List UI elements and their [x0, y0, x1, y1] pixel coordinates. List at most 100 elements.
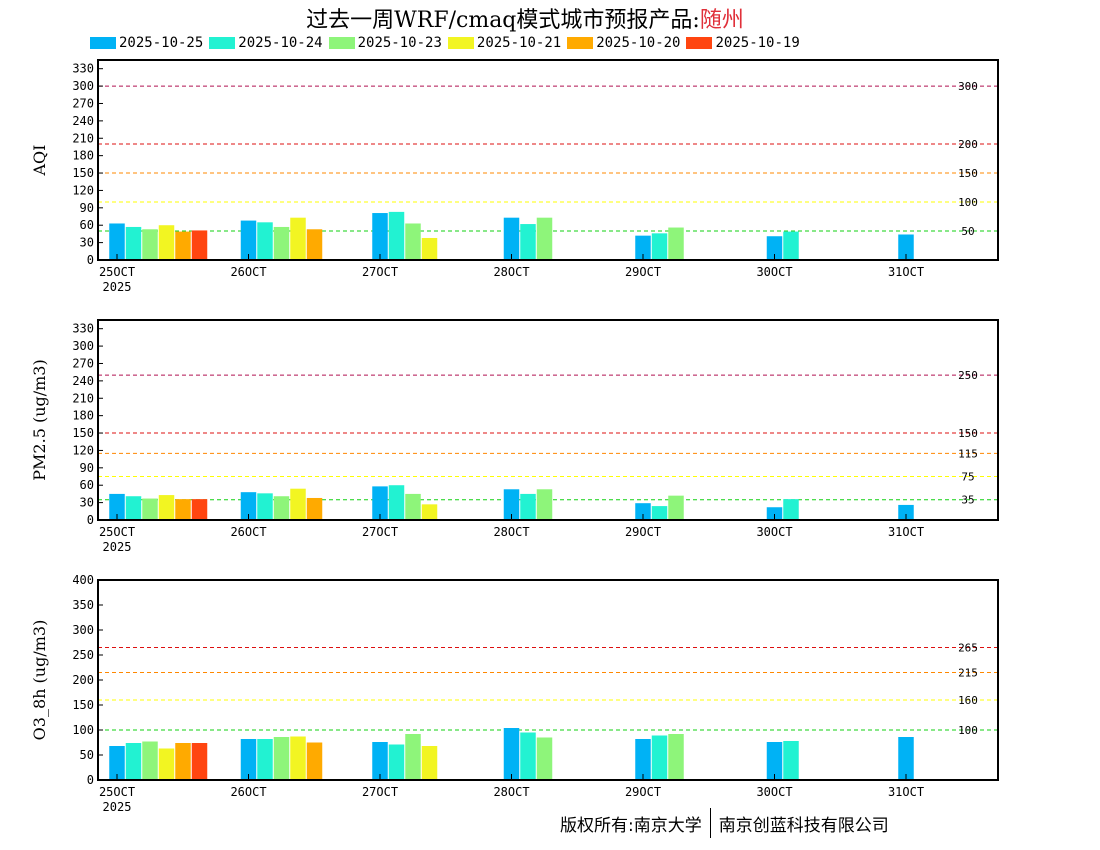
- bar: [421, 504, 438, 520]
- legend-item: 2025-10-19: [686, 35, 800, 51]
- y-tick-label: 0: [87, 773, 94, 787]
- bar: [306, 497, 323, 520]
- reference-label: 100: [958, 196, 978, 209]
- bar: [503, 728, 520, 780]
- y-tick-label: 270: [72, 96, 94, 110]
- plot-frame: [97, 319, 999, 521]
- bar: [142, 229, 158, 260]
- bar: [158, 225, 175, 260]
- reference-label: 160: [958, 694, 978, 707]
- bar: [257, 739, 273, 780]
- y-axis-label: PM2.5 (ug/m3): [30, 359, 49, 480]
- reference-label: 50: [961, 225, 974, 238]
- bar: [783, 741, 799, 780]
- bar: [503, 489, 520, 520]
- y-tick-label: 300: [72, 339, 94, 353]
- x-tick-label: 26OCT: [230, 525, 266, 539]
- y-tick-label: 210: [72, 391, 94, 405]
- reference-label: 200: [958, 138, 978, 151]
- bar: [372, 486, 388, 520]
- x-tick-label: 28OCT: [493, 785, 529, 799]
- x-tick-label: 29OCT: [625, 785, 661, 799]
- y-tick-label: 180: [72, 149, 94, 163]
- x-tick-label: 30OCT: [756, 525, 792, 539]
- y-tick-label: 270: [72, 356, 94, 370]
- chart-panel: 250 150 115 75 35 0 30 60 90 120 150 180 210 240 270 30…: [30, 319, 999, 554]
- bar: [651, 735, 668, 780]
- bar: [290, 736, 306, 780]
- legend: 2025-10-25 2025-10-24 2025-10-23 2025-10-21…: [90, 35, 806, 51]
- reference-label: 250: [958, 369, 978, 382]
- y-tick-label: 180: [72, 409, 94, 423]
- bar: [109, 746, 125, 780]
- x-tick-label: 28OCT: [493, 525, 529, 539]
- x-tick-label: 28OCT: [493, 265, 529, 279]
- bar: [306, 229, 323, 260]
- bar: [388, 744, 405, 780]
- x-tick-label: 31OCT: [888, 265, 924, 279]
- chart-title: 过去一周WRF/cmaq模式城市预报产品:随州: [0, 2, 1050, 34]
- bar: [503, 217, 520, 260]
- x-tick-label: 25OCT: [99, 265, 135, 279]
- bar: [273, 737, 290, 780]
- legend-label: 2025-10-24: [238, 35, 323, 51]
- legend-item: 2025-10-20: [567, 35, 680, 51]
- bar: [421, 237, 438, 260]
- y-tick-label: 210: [72, 131, 94, 145]
- bar: [191, 499, 208, 520]
- legend-label: 2025-10-19: [715, 35, 800, 51]
- y-tick-label: 150: [72, 698, 94, 712]
- reference-label: 300: [958, 80, 978, 93]
- bar: [175, 499, 191, 520]
- y-tick-label: 0: [87, 513, 94, 527]
- bar: [273, 226, 290, 260]
- legend-swatch: [686, 37, 713, 49]
- x-tick-label: 29OCT: [625, 525, 661, 539]
- x-tick-label: 29OCT: [625, 265, 661, 279]
- x-tick-label: 27OCT: [362, 525, 398, 539]
- chart-panel: 265 215 160 100 0 50 100 150 200 250 300 350 400 O3_8…: [30, 573, 999, 814]
- legend-item: 2025-10-25: [90, 35, 203, 51]
- bar: [668, 495, 684, 520]
- bar: [142, 498, 158, 520]
- bar: [388, 211, 405, 260]
- bar: [175, 231, 191, 260]
- copyright-right: 南京创蓝科技有限公司: [718, 815, 889, 836]
- x-tick-year: 2025: [103, 540, 132, 554]
- bar: [125, 743, 142, 780]
- legend-swatch: [447, 37, 474, 49]
- bar: [520, 493, 536, 520]
- chart-title-prefix: 过去一周WRF/cmaq模式城市预报产品:: [306, 8, 700, 33]
- legend-swatch: [90, 37, 116, 49]
- bar: [783, 231, 799, 260]
- bar: [898, 234, 914, 260]
- x-tick-year: 2025: [103, 800, 132, 814]
- bar: [536, 217, 553, 260]
- x-tick-label: 30OCT: [756, 785, 792, 799]
- bar: [240, 492, 257, 520]
- bar: [668, 734, 684, 780]
- bar: [290, 217, 306, 260]
- chart-panel: 300 200 150 100 50 0 30 60 90 120 150 180 210 240 270 3…: [30, 59, 999, 294]
- bar: [635, 503, 651, 520]
- y-tick-label: 240: [72, 114, 94, 128]
- legend-swatch: [328, 37, 355, 49]
- bar: [191, 743, 208, 780]
- bar: [372, 742, 388, 780]
- bar: [257, 222, 273, 260]
- y-tick-label: 120: [72, 183, 94, 197]
- bar: [766, 236, 783, 260]
- bar: [635, 235, 651, 260]
- legend-label: 2025-10-21: [476, 35, 562, 51]
- y-tick-label: 330: [72, 322, 94, 336]
- bar: [306, 742, 323, 780]
- footer-divider: [709, 808, 711, 838]
- y-axis-label: AQI: [30, 145, 49, 177]
- y-tick-label: 300: [72, 623, 94, 637]
- legend-item: 2025-10-21: [447, 35, 562, 51]
- y-tick-label: 240: [72, 374, 94, 388]
- bar: [520, 224, 536, 260]
- bar: [125, 226, 142, 260]
- y-tick-label: 120: [72, 443, 94, 457]
